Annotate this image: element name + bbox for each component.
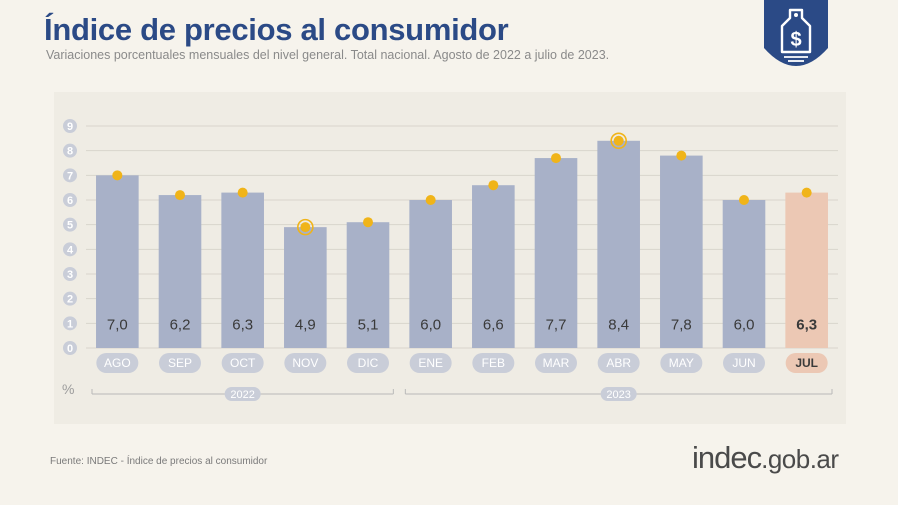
page-title: Índice de precios al consumidor [44, 12, 509, 47]
category-pill [409, 353, 452, 373]
y-tick-marker [63, 143, 77, 158]
y-tick-label: 9 [67, 121, 73, 133]
bar [472, 185, 515, 348]
data-dot [363, 217, 373, 228]
bar [722, 200, 766, 348]
category-pill [284, 353, 327, 373]
data-label: 7,7 [546, 316, 567, 333]
data-dot-halo [297, 218, 314, 236]
price-tag-dollar-icon: $ [764, 0, 828, 66]
category-pill [221, 353, 264, 373]
category-pill [96, 353, 139, 373]
data-dot [425, 195, 436, 205]
bar [158, 195, 202, 348]
bar [785, 192, 828, 348]
category-pill [785, 353, 828, 373]
y-tick-marker [63, 168, 77, 183]
bar [96, 175, 139, 348]
y-tick-label: 1 [67, 318, 73, 330]
y-tick-marker [63, 267, 77, 281]
y-tick-marker [63, 341, 77, 355]
page-subtitle: Variaciones porcentuales mensuales del n… [46, 48, 610, 62]
y-tick-label: 4 [67, 244, 74, 256]
category-label: SEP [168, 356, 192, 370]
y-tick-label: 7 [67, 170, 73, 182]
category-label: MAY [669, 356, 694, 370]
data-label: 7,8 [671, 316, 692, 333]
data-dot [551, 153, 561, 164]
y-tick-label: 5 [67, 220, 73, 232]
data-label: 6,0 [734, 316, 755, 333]
category-label: JUN [732, 356, 755, 370]
data-label: 6,6 [483, 316, 504, 333]
bar [221, 192, 264, 348]
category-label: ABR [606, 356, 631, 370]
bar [409, 200, 452, 348]
data-label: 4,9 [295, 316, 316, 333]
brand-suffix: .gob.ar [761, 444, 839, 474]
y-tick-marker [63, 242, 77, 257]
data-dot [613, 135, 624, 146]
year-pill [224, 387, 261, 401]
data-label: 7,0 [107, 316, 128, 333]
brand-main: indec [692, 440, 762, 475]
category-pill [472, 353, 515, 373]
data-label: 5,1 [358, 316, 379, 333]
data-label: 6,2 [170, 316, 191, 333]
category-label: MAR [543, 356, 570, 370]
category-label: DIC [358, 356, 379, 370]
y-tick-label: 3 [67, 269, 73, 281]
year-pill [600, 387, 637, 401]
y-tick-marker [63, 316, 77, 331]
bar [346, 222, 390, 348]
data-dot [237, 187, 248, 198]
data-label: 6,3 [232, 316, 253, 333]
year-label: 2022 [230, 389, 254, 401]
data-dot [801, 187, 812, 198]
category-label: OCT [230, 356, 256, 370]
data-label: 6,0 [420, 316, 441, 333]
y-tick-marker [63, 217, 77, 232]
y-tick-marker [63, 193, 77, 207]
category-pill [597, 353, 640, 373]
data-label: 8,4 [608, 316, 629, 333]
year-label: 2023 [606, 389, 630, 401]
category-pill [660, 353, 703, 373]
data-dot-halo [610, 132, 627, 150]
category-label: ENE [418, 356, 443, 370]
y-tick-marker [63, 291, 77, 306]
category-pill [535, 353, 577, 373]
data-dot [300, 222, 311, 233]
category-pill [723, 353, 765, 373]
data-dot [739, 195, 749, 205]
category-pill [347, 353, 389, 373]
data-dot [112, 170, 123, 181]
category-label: FEB [482, 356, 505, 370]
svg-text:$: $ [790, 29, 801, 51]
y-tick-label: 0 [67, 343, 73, 355]
unit-label: % [62, 381, 75, 397]
y-tick-marker [63, 119, 77, 133]
data-dot [676, 150, 687, 161]
data-dot [175, 190, 185, 201]
category-label: JUL [795, 356, 818, 370]
data-label: 6,3 [796, 316, 817, 333]
bar [660, 155, 703, 348]
category-pill [159, 353, 201, 373]
data-dot [488, 180, 499, 191]
bar [597, 140, 640, 348]
indec-logo: indec.gob.ar [692, 440, 839, 476]
bar [534, 158, 578, 348]
source-note: Fuente: INDEC - Índice de precios al con… [50, 456, 268, 467]
category-label: NOV [292, 356, 318, 370]
y-tick-label: 8 [67, 146, 73, 158]
category-label: AGO [104, 356, 131, 370]
y-tick-label: 2 [67, 294, 73, 306]
y-tick-label: 6 [67, 195, 73, 207]
bar [284, 227, 327, 348]
